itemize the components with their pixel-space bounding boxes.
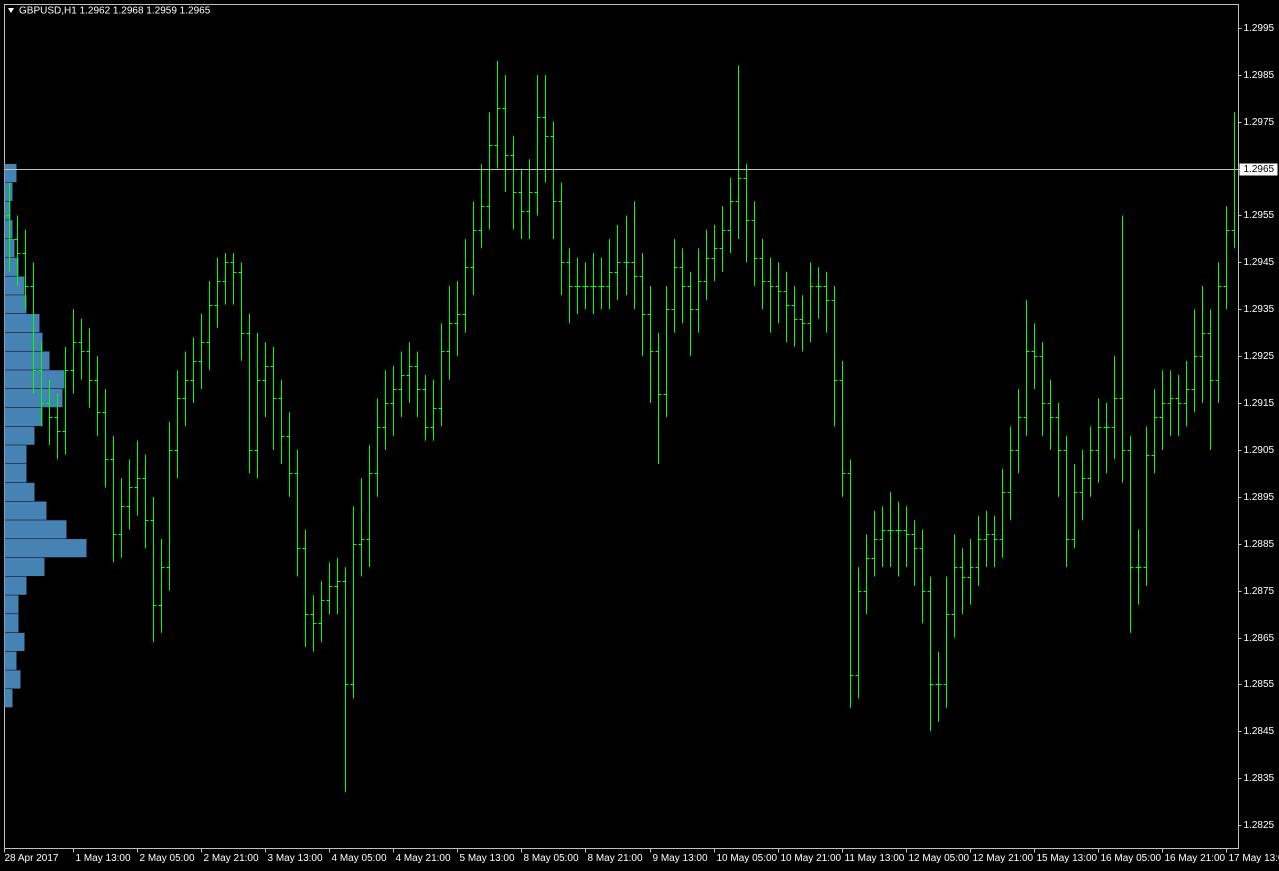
profile-bar — [4, 501, 47, 520]
y-tick-label: 1.2865 — [1244, 633, 1275, 644]
x-tick-label: 3 May 13:00 — [268, 853, 323, 864]
chart-title: GBPUSD,H1 1.2962 1.2968 1.2959 1.2965 — [19, 6, 211, 17]
bid-label: 1.2965 — [1244, 164, 1275, 175]
profile-bar — [4, 276, 25, 295]
x-tick-label: 2 May 21:00 — [204, 853, 259, 864]
x-tick-label: 5 May 13:00 — [460, 853, 515, 864]
y-tick-label: 1.2835 — [1244, 773, 1275, 784]
y-tick-label: 1.2845 — [1244, 726, 1275, 737]
x-tick-label: 8 May 21:00 — [588, 853, 643, 864]
x-tick-label: 10 May 05:00 — [717, 853, 778, 864]
y-tick-label: 1.2995 — [1244, 23, 1275, 34]
profile-bar — [4, 295, 27, 314]
profile-bar — [4, 220, 13, 239]
y-tick-label: 1.2855 — [1244, 679, 1275, 690]
profile-bar — [4, 407, 43, 426]
x-tick-label: 12 May 05:00 — [909, 853, 970, 864]
profile-bar — [4, 257, 19, 276]
profile-bar — [4, 351, 50, 370]
x-tick-label: 16 May 05:00 — [1101, 853, 1162, 864]
y-tick-label: 1.2825 — [1244, 820, 1275, 831]
profile-bar — [4, 182, 13, 201]
x-tick-label: 4 May 21:00 — [396, 853, 451, 864]
y-tick-label: 1.2945 — [1244, 257, 1275, 268]
profile-bar — [4, 482, 35, 502]
y-tick-label: 1.2875 — [1244, 586, 1275, 597]
x-tick-label: 4 May 05:00 — [332, 853, 387, 864]
x-tick-label: 8 May 05:00 — [524, 853, 579, 864]
profile-bar — [4, 464, 27, 483]
profile-bar — [4, 557, 45, 577]
profile-bar — [4, 426, 35, 445]
y-tick-label: 1.2935 — [1244, 304, 1275, 315]
profile-bar — [4, 313, 40, 333]
profile-bar — [4, 520, 67, 539]
x-tick-label: 16 May 21:00 — [1165, 853, 1226, 864]
profile-bar — [4, 201, 11, 220]
profile-bar — [4, 614, 19, 633]
x-tick-label: 17 May 13:00 — [1229, 853, 1279, 864]
profile-bar — [4, 632, 25, 652]
x-tick-label: 12 May 21:00 — [973, 853, 1034, 864]
x-tick-label: 2 May 05:00 — [140, 853, 195, 864]
bid-label-box — [1239, 163, 1278, 176]
y-tick-label: 1.2895 — [1244, 492, 1275, 503]
y-tick-label: 1.2915 — [1244, 398, 1275, 409]
y-tick-label: 1.2885 — [1244, 539, 1275, 550]
profile-bar — [4, 670, 21, 689]
profile-bar — [4, 332, 43, 351]
x-tick-label: 11 May 13:00 — [845, 853, 905, 864]
profile-bar — [4, 163, 17, 183]
profile-bar — [4, 370, 65, 389]
profile-bar — [4, 689, 13, 708]
x-tick-label: 15 May 13:00 — [1037, 853, 1098, 864]
profile-bar — [4, 388, 63, 408]
profile-bar — [4, 576, 27, 595]
x-tick-label: 10 May 21:00 — [781, 853, 842, 864]
x-tick-label: 9 May 13:00 — [653, 853, 708, 864]
menu-arrow[interactable] — [8, 8, 14, 13]
x-tick-label: 1 May 13:00 — [76, 853, 131, 864]
y-tick-label: 1.2955 — [1244, 210, 1275, 221]
profile-bar — [4, 445, 27, 464]
y-tick-label: 1.2985 — [1244, 70, 1275, 81]
profile-bar — [4, 595, 19, 614]
profile-bar — [4, 651, 17, 670]
y-tick-label: 1.2925 — [1244, 351, 1275, 362]
y-tick-label: 1.2975 — [1244, 117, 1275, 128]
profile-bar — [4, 539, 87, 558]
y-tick-label: 1.2905 — [1244, 445, 1275, 456]
x-tick-label: 28 Apr 2017 — [5, 853, 59, 864]
